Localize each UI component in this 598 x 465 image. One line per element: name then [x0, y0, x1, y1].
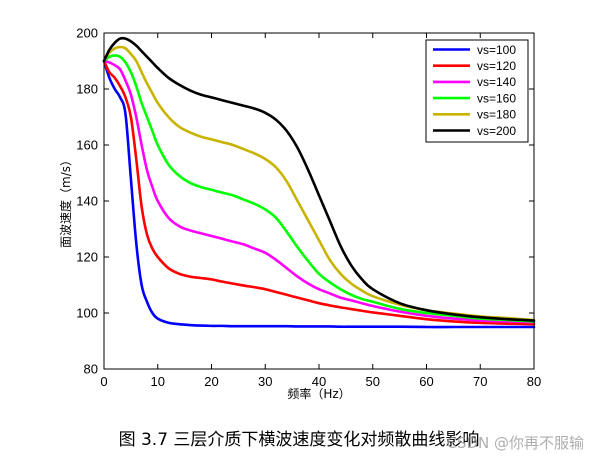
legend-label: vs=120: [477, 59, 516, 73]
series-layer: [102, 36, 536, 329]
series-line-2: [102, 59, 536, 326]
series-line-6: [102, 36, 536, 322]
x-tick-label: 10: [151, 374, 165, 389]
x-tick-label: 80: [527, 374, 541, 389]
series-line-1: [102, 59, 536, 329]
y-tick-label: 100: [76, 306, 98, 321]
legend-label: vs=160: [477, 91, 516, 105]
y-axis-label: 面波速度（m/s）: [58, 154, 73, 248]
x-tick-label: 0: [100, 374, 107, 389]
x-tick-label: 20: [204, 374, 218, 389]
x-tick-label: 70: [473, 374, 487, 389]
legend-label: vs=200: [477, 124, 516, 138]
legend-box: [425, 39, 529, 143]
y-tick-label: 140: [76, 194, 98, 209]
x-tick-label: 30: [258, 374, 272, 389]
x-tick-label: 50: [366, 374, 380, 389]
y-tick-label: 180: [76, 82, 98, 97]
x-tick-label: 40: [312, 374, 326, 389]
y-tick-label: 200: [76, 26, 98, 41]
legend-label: vs=100: [477, 43, 516, 57]
chart: 0 10 20 30 40 50 60 70 80 80 100 120 140 160 180 200 频率…: [58, 26, 541, 402]
x-tick-label: 60: [419, 374, 433, 389]
tick-layer: 0 10 20 30 40 50 60 70 80 80 100 120 140 160 180 200: [76, 26, 541, 390]
legend-label: vs=180: [477, 108, 516, 122]
series-line-4: [102, 54, 536, 323]
legend-label: vs=140: [477, 75, 516, 89]
x-axis-label: 频率（Hz）: [287, 386, 350, 401]
y-tick-label: 160: [76, 138, 98, 153]
legend: vs=100 vs=120 vs=140 vs=160 vs=180 vs=200: [425, 39, 529, 143]
series-line-5: [102, 45, 536, 322]
y-tick-label: 120: [76, 250, 98, 265]
figure-caption: 图 3.7 三层介质下横波速度变化对频散曲线影响: [118, 430, 480, 450]
watermark: CSDN @你再不服输: [446, 434, 584, 452]
y-tick-label: 80: [84, 362, 98, 377]
series-line-3: [102, 59, 536, 324]
